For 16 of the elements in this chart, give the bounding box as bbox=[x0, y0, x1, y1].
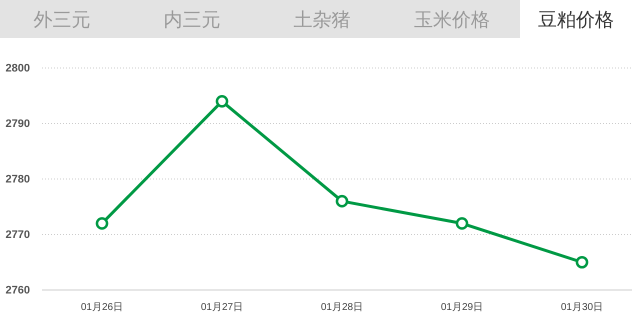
x-tick-label: 01月28日 bbox=[320, 302, 364, 314]
y-tick-label: 2770 bbox=[6, 229, 30, 242]
point bbox=[576, 256, 588, 269]
x-tick-label: 01月27日 bbox=[200, 302, 244, 314]
x-tick-label: 01月30日 bbox=[560, 302, 604, 314]
point bbox=[456, 217, 468, 230]
x-tick-label: 01月26日 bbox=[80, 302, 124, 314]
point bbox=[336, 194, 348, 208]
x-tick-label: 01月29日 bbox=[440, 302, 484, 314]
y-tick-label: 2790 bbox=[6, 118, 30, 130]
y-tick-label: 2760 bbox=[6, 284, 30, 297]
y-tick-label: 2800 bbox=[6, 62, 30, 75]
point bbox=[96, 217, 108, 230]
point bbox=[216, 95, 228, 108]
chart-title: 豆粕价格 bbox=[538, 9, 614, 31]
y-tick-label: 2780 bbox=[6, 174, 30, 186]
